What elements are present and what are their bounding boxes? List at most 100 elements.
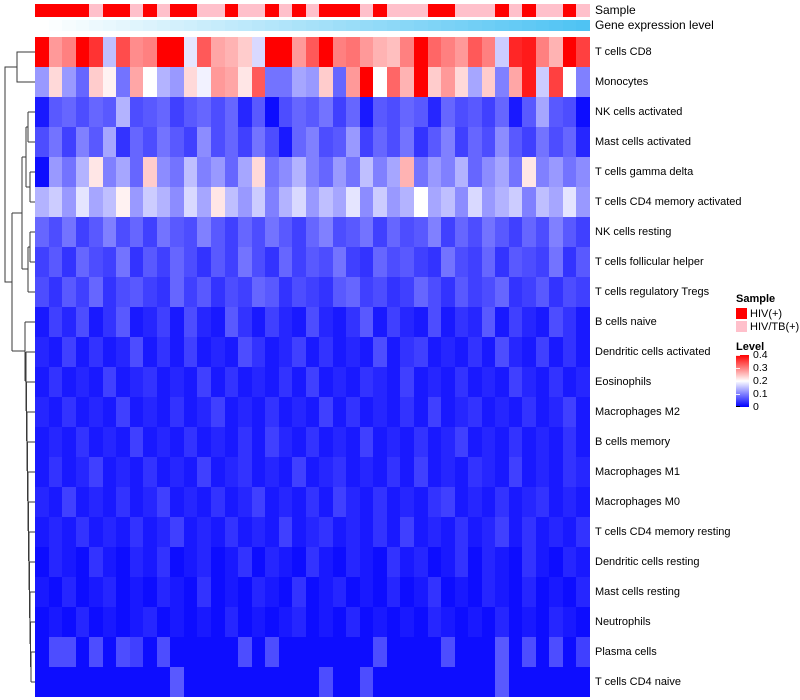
heatmap-cell (292, 547, 306, 577)
level-tick-mark (736, 406, 740, 407)
heatmap-cell (116, 667, 130, 697)
heatmap-cell (522, 367, 536, 397)
heatmap-cell (549, 337, 563, 367)
heatmap-cell (129, 457, 144, 487)
heatmap-cell (197, 157, 211, 187)
heatmap-cell (89, 487, 103, 517)
heatmap-cell (400, 337, 415, 367)
heatmap-cell (102, 67, 117, 97)
heatmap-cell (468, 547, 482, 577)
heatmap-cell (210, 367, 225, 397)
heatmap-cell (238, 337, 252, 367)
heatmap-cell (495, 277, 509, 307)
heatmap-cell (400, 127, 415, 157)
heatmap-cell (386, 397, 401, 427)
sample-annotation-cell (305, 4, 320, 17)
heatmap-cell (400, 187, 415, 217)
expression-annotation-cell (129, 20, 144, 31)
heatmap-cell (332, 217, 347, 247)
row-label: Dendritic cells activated (595, 346, 711, 358)
heatmap-cell (535, 187, 550, 217)
heatmap-cell (143, 397, 157, 427)
heatmap-cell (535, 217, 550, 247)
heatmap-cell (48, 427, 63, 457)
heatmap-cell (197, 457, 211, 487)
heatmap-cell (332, 127, 347, 157)
heatmap-cell (238, 427, 252, 457)
heatmap-cell (35, 637, 49, 667)
heatmap-cell (454, 217, 469, 247)
heatmap-cell (549, 67, 563, 97)
heatmap-cell (454, 67, 469, 97)
heatmap-cell (508, 667, 523, 697)
heatmap-cell (75, 217, 90, 247)
heatmap-cell (386, 307, 401, 337)
heatmap-cell (265, 607, 279, 637)
heatmap-cell (522, 217, 536, 247)
heatmap-cell (89, 37, 103, 67)
heatmap-cell (35, 367, 49, 397)
heatmap-cell (102, 217, 117, 247)
heatmap-cell (89, 157, 103, 187)
heatmap-cell (562, 97, 577, 127)
heatmap-cell (576, 577, 590, 607)
heatmap-cell (535, 547, 550, 577)
heatmap-cell (265, 367, 279, 397)
heatmap-cell (265, 457, 279, 487)
heatmap-cell (292, 577, 306, 607)
heatmap-cell (102, 637, 117, 667)
heatmap-cell (319, 547, 333, 577)
heatmap-cell (75, 187, 90, 217)
sample-annotation-cell (427, 4, 442, 17)
heatmap-cell (197, 637, 211, 667)
heatmap-cell (251, 547, 266, 577)
heatmap-cell (346, 217, 360, 247)
heatmap-cell (129, 367, 144, 397)
heatmap-cell (48, 487, 63, 517)
heatmap-cell (292, 517, 306, 547)
heatmap-cell (562, 517, 577, 547)
heatmap-cell (319, 397, 333, 427)
heatmap-cell (400, 457, 415, 487)
heatmap-cell (346, 637, 360, 667)
heatmap-cell (210, 337, 225, 367)
heatmap-cell (116, 427, 130, 457)
heatmap-cell (495, 127, 509, 157)
row-label: Dendritic cells resting (595, 556, 700, 568)
heatmap-cell (224, 157, 239, 187)
heatmap-cell (441, 157, 455, 187)
heatmap-cell (89, 127, 103, 157)
heatmap-cell (373, 517, 387, 547)
heatmap-cell (210, 157, 225, 187)
heatmap-cell (89, 577, 103, 607)
heatmap-cell (35, 667, 49, 697)
heatmap-cell (346, 577, 360, 607)
heatmap-cell (535, 577, 550, 607)
sample-annotation-cell (414, 4, 428, 17)
heatmap-cell (156, 277, 171, 307)
heatmap-cell (224, 247, 239, 277)
heatmap-cell (414, 337, 428, 367)
heatmap-cell (210, 577, 225, 607)
heatmap-cell (468, 457, 482, 487)
heatmap-cell (373, 337, 387, 367)
heatmap-cell (278, 37, 293, 67)
heatmap-cell (170, 97, 184, 127)
heatmap-cell (400, 577, 415, 607)
heatmap-cell (522, 127, 536, 157)
heatmap-cell (373, 247, 387, 277)
heatmap-cell (265, 487, 279, 517)
heatmap-cell (102, 307, 117, 337)
heatmap-cell (549, 277, 563, 307)
heatmap-cell (373, 607, 387, 637)
heatmap-cell (278, 667, 293, 697)
heatmap-cell (400, 547, 415, 577)
heatmap-cell (143, 67, 157, 97)
heatmap-cell (576, 187, 590, 217)
heatmap-cell (332, 397, 347, 427)
heatmap-cell (265, 157, 279, 187)
heatmap-grid (35, 37, 590, 697)
level-tick-mark (736, 394, 740, 395)
heatmap-cell (156, 247, 171, 277)
heatmap-cell (170, 217, 184, 247)
